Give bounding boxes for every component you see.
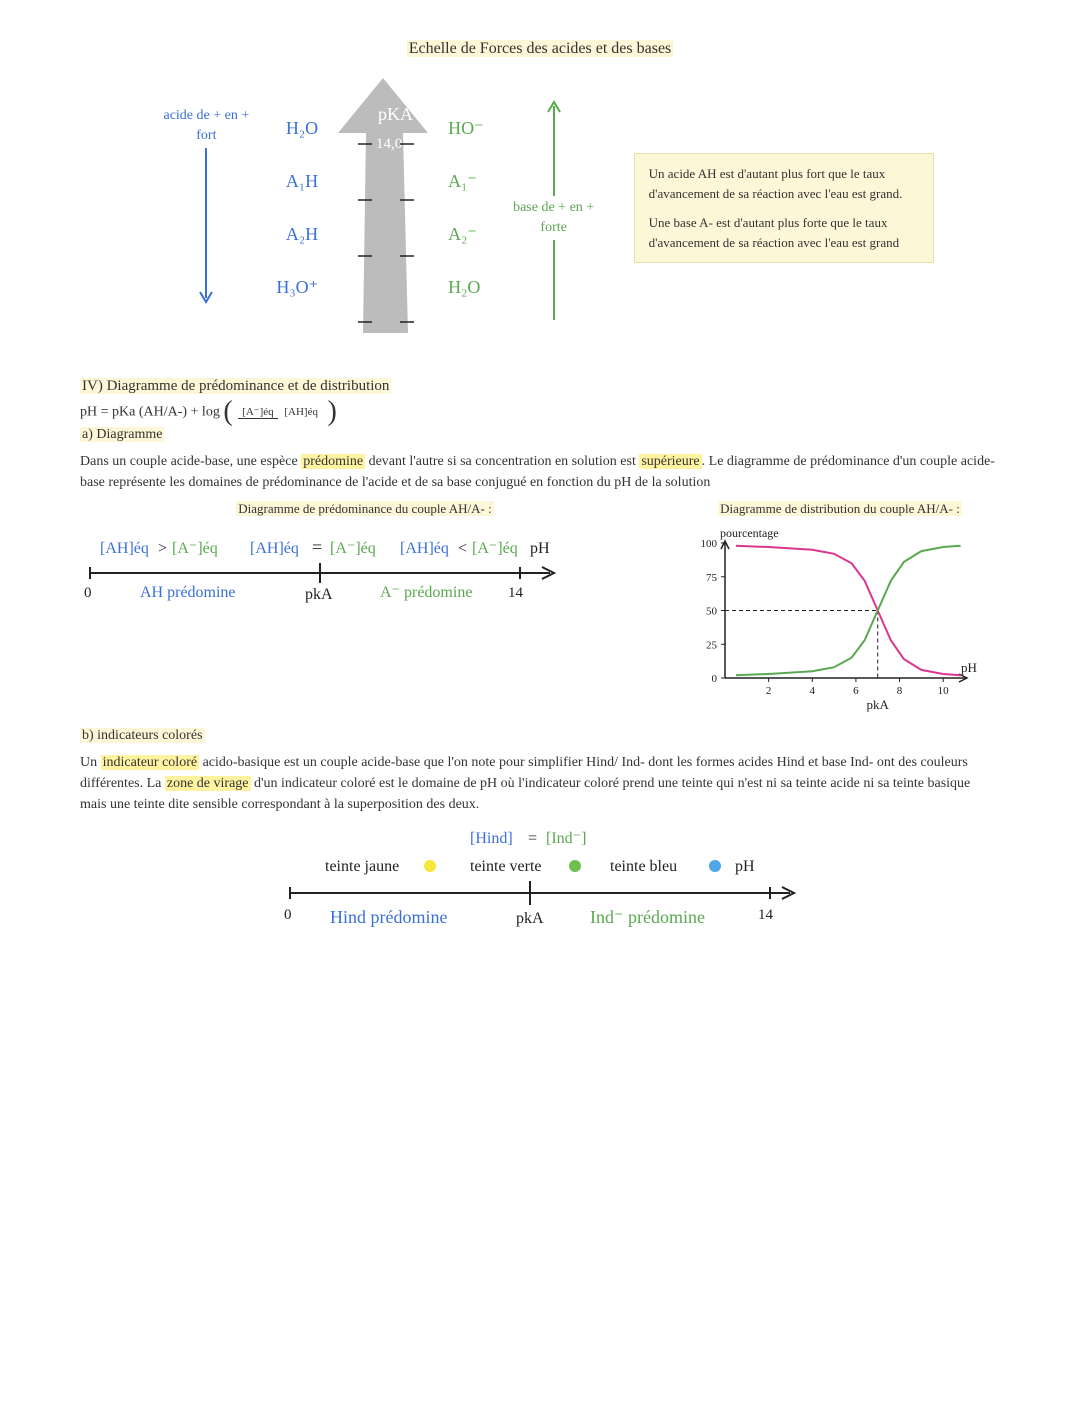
distribution-diagram: Diagramme de distribution du couple AH/A… bbox=[680, 501, 1000, 718]
p1b: prédomine bbox=[301, 454, 365, 469]
svg-text:100: 100 bbox=[701, 538, 718, 550]
section-4-title: IV) Diagramme de prédominance et de dist… bbox=[80, 378, 1000, 395]
distribution-chart-svg: pourcentage 0 25 50 75 100 2 4 6 8 10 pH pkA bbox=[680, 523, 980, 713]
dist-title-text: Diagramme de distribution du couple AH/A… bbox=[718, 501, 962, 516]
svg-text:=: = bbox=[528, 830, 537, 847]
svg-text:8: 8 bbox=[897, 685, 903, 697]
acid-row-2: A₂H bbox=[286, 224, 318, 245]
svg-text:Hind prédomine: Hind prédomine bbox=[330, 907, 447, 927]
svg-text:[A⁻]éq: [A⁻]éq bbox=[172, 540, 218, 557]
sub-a-text: a) Diagramme bbox=[80, 427, 164, 442]
svg-text:0: 0 bbox=[712, 673, 718, 685]
svg-text:pH: pH bbox=[961, 660, 977, 675]
svg-text:4: 4 bbox=[810, 685, 816, 697]
svg-text:[AH]éq: [AH]éq bbox=[250, 540, 299, 557]
svg-text:[Hind]: [Hind] bbox=[470, 830, 513, 847]
base-label-2: forte bbox=[540, 220, 566, 236]
sub-b-title: b) indicateurs colorés bbox=[80, 728, 1000, 744]
note-line-1: Un acide AH est d'autant plus fort que l… bbox=[649, 164, 919, 203]
base-row-1: A₁⁻ bbox=[448, 171, 477, 192]
base-strength-arrow: base de + en + forte bbox=[494, 96, 614, 320]
svg-text:A⁻ prédomine: A⁻ prédomine bbox=[380, 584, 472, 601]
svg-text:>: > bbox=[158, 540, 167, 557]
svg-text:0: 0 bbox=[284, 907, 292, 923]
formula-prefix: pH = pKa (AH/A-) + log bbox=[80, 404, 220, 419]
scale-title-text: Echelle de Forces des acides et des base… bbox=[407, 40, 674, 57]
svg-text:0: 0 bbox=[84, 585, 92, 601]
section-4-title-text: IV) Diagramme de prédominance et de dist… bbox=[80, 378, 391, 394]
sub-a-title: a) Diagramme bbox=[80, 427, 1000, 443]
formula-num: [A⁻]éq bbox=[238, 406, 277, 419]
p2b: indicateur coloré bbox=[101, 755, 199, 770]
para-indicator: Un indicateur coloré acido-basique est u… bbox=[80, 752, 1000, 815]
arrow-up-icon bbox=[544, 96, 564, 196]
base-row-3: H₂O bbox=[448, 277, 480, 298]
acid-base-scale-figure: acide de + en + fort H₂O A₁H A₂H H₃O⁺ pK… bbox=[80, 78, 1000, 338]
p1d: supérieure bbox=[639, 454, 701, 469]
predominance-diagram: Diagramme de prédominance du couple AH/A… bbox=[80, 501, 650, 638]
p2d: zone de virage bbox=[165, 776, 251, 791]
arrow-up-tail-icon bbox=[544, 240, 564, 320]
svg-text:pH: pH bbox=[530, 540, 550, 557]
svg-text:75: 75 bbox=[706, 572, 718, 584]
svg-text:[Ind⁻]: [Ind⁻] bbox=[546, 830, 586, 847]
p2a: Un bbox=[80, 755, 101, 770]
dist-title: Diagramme de distribution du couple AH/A… bbox=[680, 501, 1000, 517]
pka-big-arrow-icon: pKA 14,0 bbox=[328, 78, 438, 338]
definition-note-box: Un acide AH est d'autant plus fort que l… bbox=[634, 153, 934, 263]
p1a: Dans un couple acide-base, une espèce bbox=[80, 454, 301, 469]
svg-text:pH: pH bbox=[735, 858, 755, 875]
para-predominance: Dans un couple acide-base, une espèce pr… bbox=[80, 451, 1000, 493]
svg-text:<: < bbox=[458, 540, 467, 557]
acid-row-3: H₃O⁺ bbox=[276, 277, 318, 298]
svg-text:[A⁻]éq: [A⁻]éq bbox=[472, 540, 518, 557]
svg-text:[AH]éq: [AH]éq bbox=[400, 540, 449, 557]
svg-text:[A⁻]éq: [A⁻]éq bbox=[330, 540, 376, 557]
svg-text:[AH]éq: [AH]éq bbox=[100, 540, 149, 557]
bases-column: HO⁻ A₁⁻ A₂⁻ H₂O bbox=[448, 118, 484, 298]
svg-text:14: 14 bbox=[758, 907, 774, 923]
base-row-2: A₂⁻ bbox=[448, 224, 477, 245]
svg-text:pkA: pkA bbox=[516, 910, 544, 927]
svg-text:Ind⁻ prédomine: Ind⁻ prédomine bbox=[590, 907, 705, 927]
svg-text:2: 2 bbox=[766, 685, 772, 697]
svg-text:14: 14 bbox=[508, 585, 524, 601]
base-row-0: HO⁻ bbox=[448, 118, 484, 139]
pka-arrow-label: pKA bbox=[378, 104, 413, 124]
svg-text:teinte verte: teinte verte bbox=[470, 858, 542, 875]
svg-text:50: 50 bbox=[706, 606, 718, 618]
diagrams-row: Diagramme de prédominance du couple AH/A… bbox=[80, 501, 1000, 718]
predom-title-text: Diagramme de prédominance du couple AH/A… bbox=[236, 501, 493, 516]
svg-text:teinte jaune: teinte jaune bbox=[325, 858, 399, 875]
indicator-line-svg: [Hind] = [Ind⁻] teinte jaune teinte vert… bbox=[230, 823, 850, 963]
predom-title: Diagramme de prédominance du couple AH/A… bbox=[80, 501, 650, 517]
svg-text:pkA: pkA bbox=[867, 697, 890, 712]
acid-strength-arrow: acide de + en + fort bbox=[146, 108, 266, 308]
indicator-diagram: [Hind] = [Ind⁻] teinte jaune teinte vert… bbox=[80, 823, 1000, 968]
acids-column: H₂O A₁H A₂H H₃O⁺ bbox=[276, 118, 318, 298]
sub-b-text: b) indicateurs colorés bbox=[80, 728, 205, 743]
svg-text:pourcentage: pourcentage bbox=[720, 526, 779, 540]
formula-den: [AH]éq bbox=[280, 406, 322, 418]
acid-label-1: acide de + en + bbox=[163, 108, 249, 124]
svg-text:=: = bbox=[312, 537, 322, 557]
p1c: devant l'autre si sa concentration en so… bbox=[365, 454, 639, 469]
acid-row-1: A₁H bbox=[286, 171, 318, 192]
acid-label-2: fort bbox=[196, 128, 216, 144]
svg-text:25: 25 bbox=[706, 640, 718, 652]
base-label-1: base de + en + bbox=[513, 200, 594, 216]
svg-text:teinte bleu: teinte bleu bbox=[610, 858, 677, 875]
henderson-formula: pH = pKa (AH/A-) + log ( [A⁻]éq [AH]éq ) bbox=[80, 401, 1000, 423]
pka-top-value: 14,0 bbox=[376, 136, 402, 152]
svg-text:10: 10 bbox=[938, 685, 950, 697]
predominance-line-svg: [AH]éq > [A⁻]éq [AH]éq = [A⁻]éq [AH]éq <… bbox=[80, 523, 580, 633]
scale-title: Echelle de Forces des acides et des base… bbox=[80, 40, 1000, 58]
acid-row-0: H₂O bbox=[286, 118, 318, 139]
svg-text:AH prédomine: AH prédomine bbox=[140, 584, 236, 601]
svg-text:pkA: pkA bbox=[305, 586, 333, 603]
note-line-2: Une base A- est d'autant plus forte que … bbox=[649, 213, 919, 252]
svg-text:6: 6 bbox=[853, 685, 859, 697]
arrow-down-icon bbox=[196, 148, 216, 308]
